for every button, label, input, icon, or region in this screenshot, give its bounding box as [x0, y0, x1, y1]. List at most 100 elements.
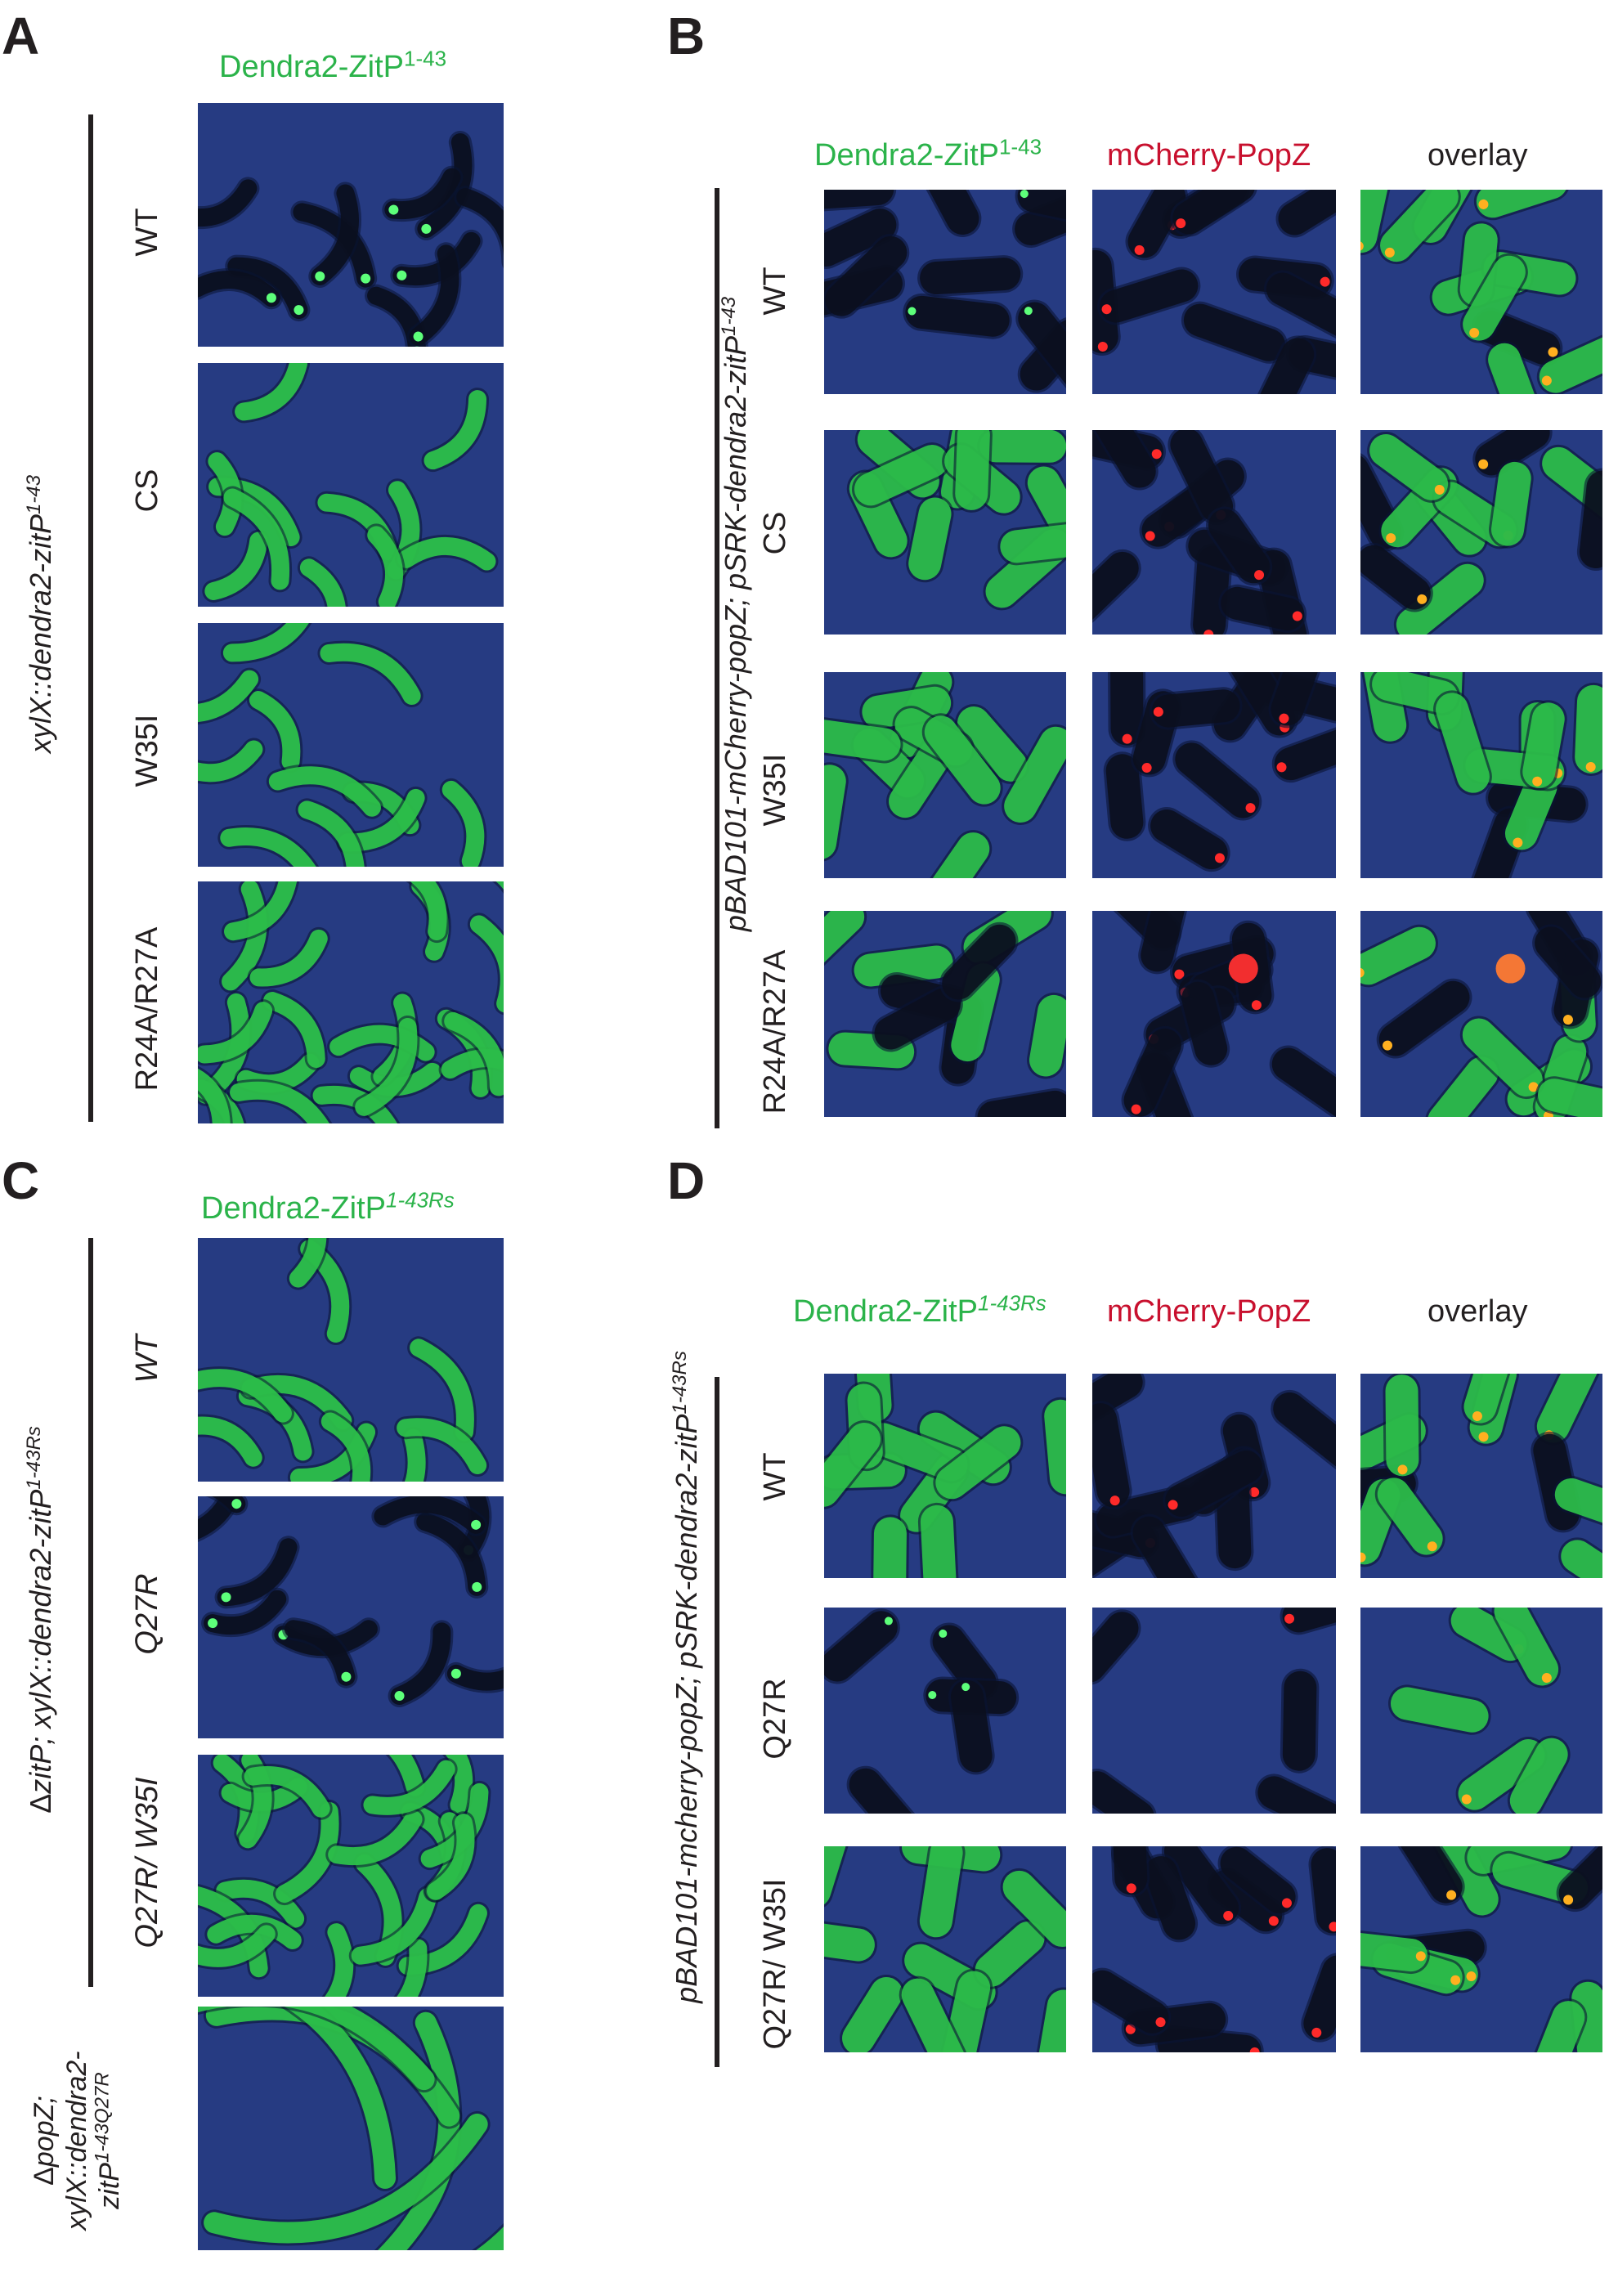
- panel-b-header-green-sup: 1-43: [998, 134, 1042, 159]
- panel-d-row-label: WT: [758, 1452, 792, 1501]
- bacterial-cell: [840, 1975, 906, 2052]
- micrograph: [198, 363, 504, 607]
- bacterial-cell: [1002, 724, 1066, 826]
- bacterial-cell: [382, 165, 464, 222]
- bacterial-cell: [365, 523, 406, 607]
- bacterial-cell: [1092, 1374, 1145, 1437]
- micrograph-image: [1360, 1608, 1602, 1814]
- bacterial-cell: [396, 881, 450, 944]
- micrograph-image: [198, 881, 504, 1123]
- micrograph: [198, 103, 504, 347]
- micrograph-image: [1360, 190, 1602, 394]
- bacterial-cell: [439, 778, 487, 867]
- micrograph: [198, 1496, 504, 1738]
- panel-letter-a: A: [2, 7, 40, 65]
- bacterial-cell: [356, 1936, 430, 1997]
- bacterial-cell: [1383, 1374, 1422, 1479]
- bacterial-cell: [952, 430, 993, 513]
- bacterial-cell: [1263, 270, 1336, 340]
- panel-c-row-label: Q27R/ W35I: [130, 1777, 164, 1948]
- panel-b-row-label: W35I: [758, 753, 792, 827]
- panel-c-side2-l1: popZ;: [29, 2096, 60, 2168]
- micrograph: [824, 911, 1066, 1117]
- bacterial-cell: [955, 704, 1030, 784]
- bacterial-cell: [297, 556, 349, 607]
- bacterial-cell: [1558, 1537, 1602, 1578]
- bacterial-cell: [1217, 1846, 1298, 1916]
- bacterial-cell: [1163, 1448, 1266, 1519]
- panel-d-header-green-sup: 1-43Rs: [977, 1290, 1047, 1316]
- bacterial-cell: [1103, 751, 1146, 841]
- bacterial-cell: [1425, 1054, 1501, 1117]
- bacterial-cell: [1015, 190, 1066, 226]
- bacterial-cell: [371, 1496, 488, 1536]
- micrograph: [198, 623, 504, 867]
- panel-a-row-label: WT: [130, 208, 164, 257]
- micrograph: [1092, 672, 1336, 878]
- panel-a-header: Dendra2-ZitP1-43: [219, 47, 446, 85]
- micrograph-image: [1360, 672, 1602, 878]
- bacterial-cell: [972, 1918, 1047, 1989]
- bacterial-cell: [348, 1885, 440, 1967]
- micrograph: [1092, 1846, 1336, 2052]
- bacterial-cell: [198, 1366, 294, 1425]
- micrograph: [1360, 911, 1602, 1117]
- bacterial-cell: [1301, 1953, 1336, 2043]
- panel-c-side2-line1: ΔpopZ;: [28, 1985, 61, 2296]
- panel-c-header-main: Dendra2-ZitP: [201, 1191, 386, 1226]
- micrograph: [1360, 190, 1602, 394]
- panel-a-row-label: R24A/R27A: [130, 926, 164, 1092]
- bacterial-cell: [939, 922, 1019, 1002]
- micrograph-image: [198, 1496, 504, 1738]
- bacterial-cell: [222, 881, 300, 944]
- bacterial-cell: [917, 255, 1024, 298]
- bacterial-cell: [1026, 992, 1066, 1079]
- bacterial-cell: [241, 1764, 333, 1820]
- bacterial-cell: [1387, 1684, 1491, 1735]
- bacterial-cell: [202, 529, 271, 603]
- micrograph: [1092, 911, 1336, 1117]
- bacterial-cell: [1572, 682, 1602, 776]
- bacterial-cell: [1271, 1389, 1336, 1473]
- micrograph-image: [1092, 1374, 1336, 1578]
- bacterial-cell: [246, 688, 303, 774]
- bacterial-cell: [948, 1677, 995, 1775]
- bacterial-cell: [1130, 1513, 1204, 1578]
- panel-b-header-green: Dendra2-ZitP1-43: [814, 134, 1042, 173]
- bacterial-cell: [217, 825, 325, 867]
- panel-d-header-red: mCherry-PopZ: [1107, 1294, 1311, 1329]
- panel-d-side-sup: 1-43Rs: [669, 1351, 691, 1415]
- micrograph: [1092, 430, 1336, 635]
- bacterial-cell: [407, 1336, 477, 1444]
- bacterial-cell: [213, 1877, 307, 1931]
- bacterial-cell: [1268, 672, 1329, 729]
- bacterial-cell: [1179, 979, 1230, 1068]
- bacterial-cell: [273, 1799, 342, 1906]
- bacterial-cell: [1170, 190, 1258, 237]
- bacterial-cell: [214, 1536, 300, 1609]
- bacterial-cell: [1181, 301, 1289, 364]
- bacterial-cell: [1275, 190, 1336, 238]
- bacterial-cell: [198, 1414, 265, 1469]
- micrograph: [198, 1238, 504, 1482]
- micrograph-image: [1360, 1846, 1602, 2052]
- bacterial-cell: [1034, 1987, 1066, 2052]
- bacterial-cell: [824, 233, 910, 319]
- bacterial-cell: [824, 1846, 855, 1910]
- panel-c-side-sup: 1-43Rs: [23, 1426, 45, 1490]
- bacterial-cell: [1280, 1668, 1320, 1774]
- bacterial-cell: [824, 1608, 900, 1684]
- panel-c-side2-l3: zitP: [94, 2163, 125, 2209]
- panel-b-row-label: R24A/R27A: [758, 949, 792, 1114]
- panel-c-side2-prefix: Δ: [29, 2167, 60, 2186]
- bacterial-cell: [317, 640, 424, 707]
- bacterial-cell: [824, 190, 897, 212]
- panel-letter-d: D: [667, 1151, 706, 1210]
- bacterial-cell: [441, 1009, 504, 1099]
- micrograph: [198, 2007, 504, 2250]
- panel-d-header-overlay: overlay: [1427, 1294, 1528, 1329]
- bacterial-cell: [219, 881, 270, 993]
- bacterial-cell: [1473, 190, 1571, 221]
- micrograph: [1360, 1846, 1602, 2052]
- panel-c-header-sup: 1-43Rs: [385, 1187, 455, 1213]
